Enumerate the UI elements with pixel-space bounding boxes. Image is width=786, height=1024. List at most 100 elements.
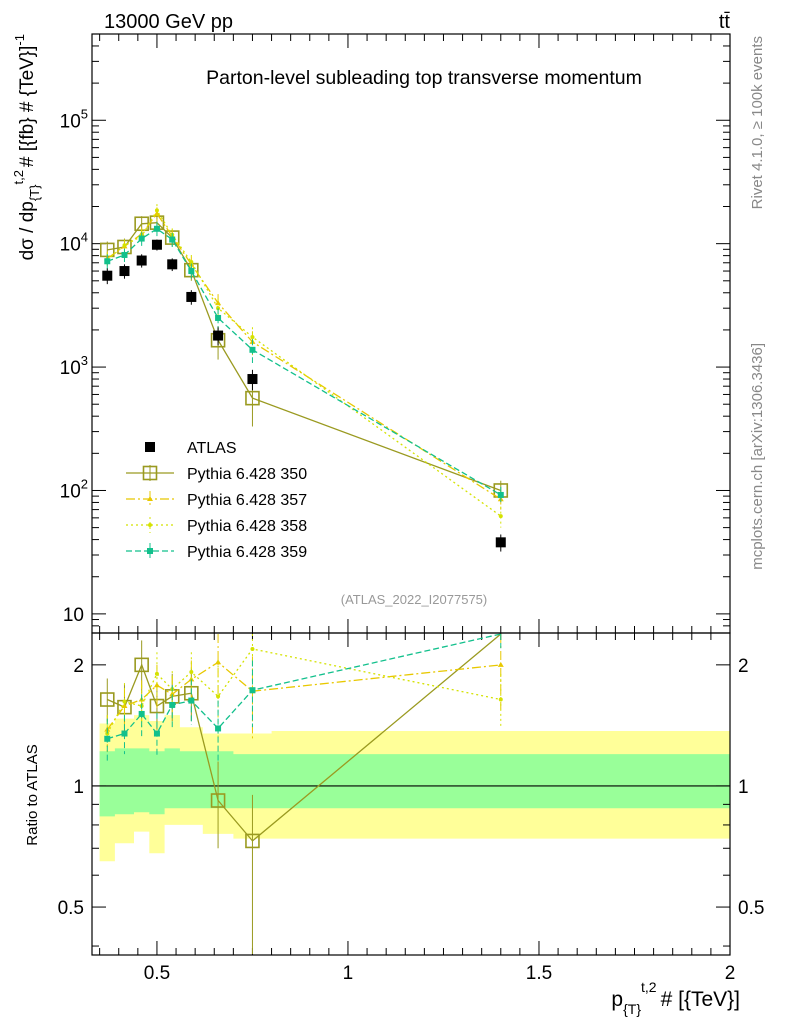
x-tick-label: 1	[343, 963, 354, 984]
series-p350-ratio-marker	[99, 692, 115, 707]
series-p359-ratio-marker	[138, 710, 145, 717]
y-axis-label-tail-sup: -1	[12, 34, 27, 46]
series-atlas-marker	[136, 255, 147, 266]
series-p357-ratio-marker	[169, 691, 176, 697]
legend-entry-p359-marker	[147, 548, 153, 554]
series-p358-marker	[189, 260, 194, 265]
main-y-tick-label-exp: 5	[81, 106, 88, 121]
series-p357-ratio-marker	[497, 661, 504, 667]
series-p359-ratio-marker	[104, 735, 111, 742]
series-p359-marker	[138, 235, 145, 242]
analysis-id-label: (ATLAS_2022_I2077575)	[341, 592, 487, 607]
ratio-y-tick-label-right: 1	[738, 777, 749, 798]
y-axis-label-sub: {T}	[27, 184, 42, 201]
ratio-y-axis-label: Ratio to ATLAS	[24, 744, 41, 845]
series-atlas-marker	[151, 239, 162, 250]
series-p350-marker	[245, 390, 260, 406]
series-p359-ratio-marker	[188, 697, 195, 704]
series-p358-marker	[498, 514, 503, 519]
series-p357-line	[106, 212, 502, 500]
main-y-tick-label-exp: 2	[81, 476, 88, 491]
series-atlas-marker	[213, 330, 224, 341]
ratio-band-inner	[99, 748, 731, 817]
main-y-tick-label-base: 10	[63, 605, 84, 626]
series-p359-ratio-marker	[169, 701, 176, 708]
series-p358-ratio-marker	[250, 646, 255, 651]
ratio-uncertainty-bands	[92, 715, 731, 862]
x-axis-label-sup: t,2	[641, 979, 657, 995]
series-p359-marker	[249, 346, 256, 353]
main-y-tick-label: 102	[60, 476, 88, 502]
series-p359-marker	[104, 258, 111, 265]
header-left-label: 13000 GeV pp	[104, 11, 233, 33]
series-p357-ratio-marker	[121, 703, 128, 709]
main-plot-series	[99, 204, 509, 552]
series-p359-marker	[169, 236, 176, 243]
ratio-y-tick-label-right: 2	[738, 656, 749, 677]
legend-entry-p358-label: Pythia 6.428 358	[187, 518, 307, 535]
legend-entry-p357-marker	[147, 496, 153, 501]
legend-entry-p350-marker	[142, 465, 158, 481]
main-y-tick-label-base: 10	[60, 358, 81, 379]
main-y-tick-label: 105	[60, 106, 88, 132]
y-axis-label-sup: t,2	[11, 170, 26, 184]
series-p358-ratio-marker	[216, 694, 221, 699]
series-p358-ratio-marker	[189, 669, 194, 674]
series-p358-marker	[250, 335, 255, 340]
legend: ATLAS Pythia 6.428 350 Pythia 6.428 357 Pyt…	[126, 440, 307, 561]
main-y-tick-label-base: 10	[60, 481, 81, 502]
series-p359-ratio-marker	[249, 687, 256, 694]
mcplots-label: mcplots.cern.ch [arXiv:1306.3436]	[749, 343, 766, 570]
y-axis-label-main: dσ / dp	[17, 201, 38, 260]
series-p359-ratio-marker	[215, 725, 222, 732]
series-p358-ratio-marker	[498, 697, 503, 702]
legend-entry-p358-marker	[148, 523, 152, 527]
series-p350-ratio-marker	[210, 793, 226, 808]
main-y-tick-label: 104	[60, 230, 88, 256]
main-y-tick-label: 103	[60, 353, 88, 379]
series-p359-marker	[188, 268, 195, 275]
legend-entry-p359-label: Pythia 6.428 359	[187, 544, 307, 561]
rivet-version-label: Rivet 4.1.0, ≥ 100k events	[749, 36, 766, 209]
ratio-plot-frame	[91, 632, 731, 956]
series-p359-ratio-marker	[121, 730, 128, 737]
main-y-tick-label-base: 10	[60, 235, 81, 256]
main-y-tick-label-exp: 4	[81, 230, 88, 245]
y-axis-label-tail: # [{fb} # {TeV}]	[17, 46, 38, 168]
series-p350-line	[107, 222, 502, 492]
series-p357-ratio-marker	[153, 682, 160, 688]
plot-frames	[91, 33, 731, 956]
legend-entry-p350-label: Pythia 6.428 350	[187, 466, 307, 483]
ratio-y-tick-label-right: 0.5	[738, 898, 764, 919]
x-axis-label-sub: {T}	[623, 1001, 641, 1017]
ratio-y-tick-label: 1	[73, 777, 84, 798]
ratio-y-tick-label: 0.5	[58, 898, 84, 919]
series-p359-line	[107, 228, 502, 496]
main-y-tick-label-base: 10	[60, 111, 81, 132]
ratio-y-tick-label: 2	[73, 656, 84, 677]
x-axis-label: p{T}t,2# [{TeV}]	[611, 979, 740, 1017]
series-p358-marker	[122, 243, 127, 248]
series-p359-marker	[121, 251, 128, 258]
series-p350-ratio-marker	[134, 657, 149, 673]
series-p357-marker	[215, 300, 222, 306]
series-p359-marker	[153, 225, 160, 232]
main-y-tick-label: 10	[63, 605, 84, 626]
ratio-plot-series	[99, 633, 504, 954]
x-axis-label-tail: # [{TeV}]	[661, 988, 740, 1011]
series-p359-marker	[497, 491, 504, 498]
header-right-label: tt̄	[719, 11, 731, 33]
legend-entry-p357-label: Pythia 6.428 357	[187, 492, 307, 509]
x-tick-label: 0.5	[144, 963, 170, 984]
x-tick-label: 2	[725, 963, 736, 984]
main-y-tick-label-exp: 3	[81, 353, 88, 368]
series-p358-ratio-marker	[154, 671, 159, 676]
series-p359-marker	[215, 314, 222, 321]
y-axis-label: dσ / dp{T}t,2 # [{fb} # {TeV}]-1	[11, 34, 42, 260]
series-atlas-marker	[186, 291, 197, 302]
series-atlas-marker	[495, 537, 506, 548]
series-atlas-marker	[167, 259, 178, 270]
series-atlas-marker	[119, 266, 130, 277]
